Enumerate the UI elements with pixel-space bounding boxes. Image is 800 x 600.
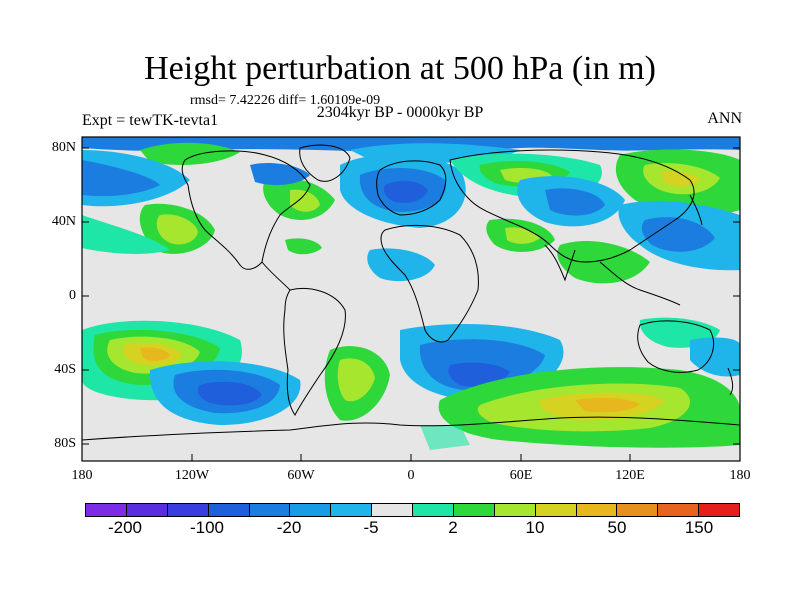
colorbar-swatch — [657, 504, 699, 516]
stats-label: rmsd= 7.42226 diff= 1.60109e-09 — [190, 93, 381, 108]
lon-label-180e: 180 — [729, 468, 751, 483]
coast-greenland — [299, 144, 351, 182]
colorbar-swatch — [330, 504, 372, 516]
lat-label-80s: 80S — [54, 436, 76, 451]
lon-label-0: 0 — [407, 468, 415, 483]
coast-new-zealand — [727, 367, 734, 396]
contour-spac-gold2 — [140, 347, 170, 361]
antarctic-pattern — [420, 425, 470, 450]
coast-north-america — [181, 150, 311, 270]
colorbar-swatch — [412, 504, 453, 516]
contour-field — [82, 137, 740, 461]
colorbar-swatch — [698, 504, 739, 516]
contour-sind-darkblue — [448, 362, 510, 387]
colorbar-swatch — [616, 504, 658, 516]
colorbar — [85, 503, 740, 517]
lon-label-60w: 60W — [287, 468, 315, 483]
subtitle: 2304kyr BP - 0000kyr BP — [316, 104, 484, 121]
colorbar-label-neg5: -5 — [363, 518, 379, 537]
coast-australia — [637, 320, 714, 373]
colorbar-label-2: 2 — [448, 518, 458, 537]
coast-antarctica — [82, 416, 740, 441]
axis-ticks — [81, 147, 741, 461]
colorbar-swatch — [207, 504, 249, 516]
contour-na-lime — [290, 189, 320, 212]
colorbar-swatch — [575, 504, 617, 516]
contour-pac-blue2 — [641, 217, 715, 252]
lon-label-60e: 60E — [509, 468, 533, 483]
coastlines — [82, 144, 740, 441]
colorbar-label-neg100: -100 — [189, 518, 225, 537]
coast-africa — [380, 225, 479, 343]
contour-sub-green1 — [82, 215, 170, 254]
colorbar-swatch — [289, 504, 331, 516]
map-title: Height perturbation at 500 hPa (in m) — [144, 50, 656, 87]
contour-npac-east-gold — [660, 171, 700, 187]
coast-india — [544, 244, 576, 282]
contour-satl-lime — [337, 358, 375, 402]
lon-label-120w: 120W — [174, 468, 210, 483]
lon-label-180w: 180 — [71, 468, 93, 483]
coast-central-america — [261, 261, 291, 291]
colorbar-swatch — [248, 504, 290, 516]
lon-label-120e: 120E — [615, 468, 645, 483]
colorbar-swatch — [371, 504, 412, 516]
experiment-label: Expt = tewTK-tevta1 — [82, 112, 219, 129]
colorbar-swatch — [166, 504, 208, 516]
lat-label-40n: 40N — [51, 214, 76, 229]
coast-europe — [376, 160, 447, 216]
colorbar-label-neg200: -200 — [107, 518, 143, 537]
contour-spac-darkblue — [197, 381, 262, 406]
lat-label-0: 0 — [69, 288, 76, 303]
season-label: ANN — [707, 110, 742, 127]
contour-atl-green — [285, 238, 322, 255]
coast-asia — [449, 149, 695, 263]
colorbar-swatch — [125, 504, 167, 516]
colorbar-label-10: 10 — [525, 518, 545, 537]
contour-siberia-dark — [545, 188, 605, 216]
colorbar-swatch — [534, 504, 576, 516]
contour-europe-darkblue — [383, 180, 428, 203]
colorbar-swatch — [493, 504, 535, 516]
contour-arctic-green — [140, 142, 240, 165]
colorbar-label-150: 150 — [684, 518, 714, 537]
colorbar-swatch — [86, 504, 126, 516]
contour-atl-blue — [367, 248, 435, 282]
coast-japan — [689, 194, 703, 226]
lat-label-40s: 40S — [54, 362, 76, 377]
colorbar-label-neg20: -20 — [276, 518, 302, 537]
contour-sio-orange — [575, 397, 640, 413]
contour-npac-blue — [82, 160, 160, 197]
coast-se-asia — [599, 261, 681, 306]
coast-south-america — [283, 287, 346, 416]
colorbar-swatch — [452, 504, 494, 516]
contour-na-yellow — [156, 214, 198, 245]
lat-label-80n: 80N — [51, 140, 76, 155]
colorbar-label-50: 50 — [607, 518, 627, 537]
